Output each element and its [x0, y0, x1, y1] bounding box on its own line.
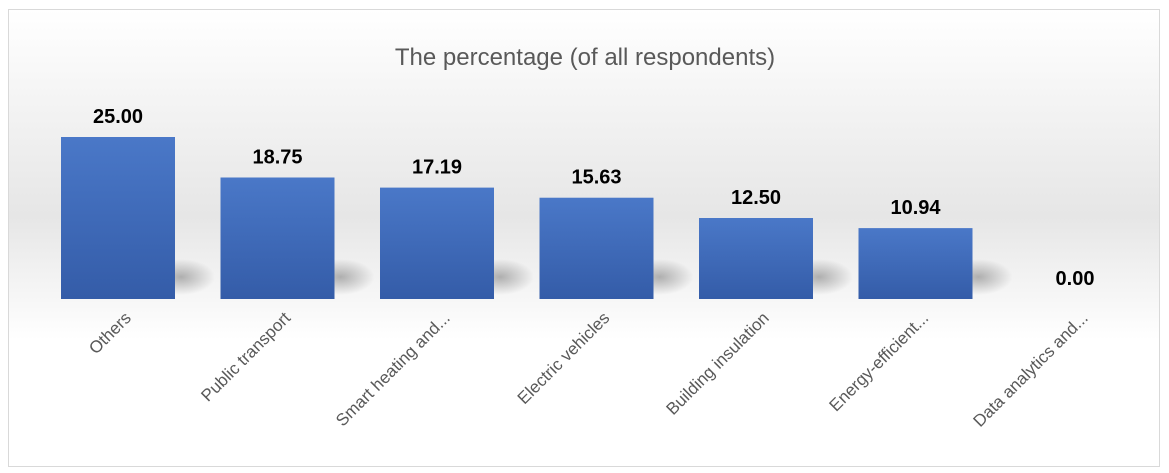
bar [220, 177, 335, 299]
bar [61, 137, 175, 299]
chart-title: The percentage (of all respondents) [395, 44, 775, 71]
data-label: 10.94 [890, 197, 941, 219]
data-labels: 25.00 18.75 17.19 15.63 12.50 10.94 0.00 [93, 106, 1095, 290]
bar [858, 228, 973, 299]
data-label: 12.50 [731, 187, 781, 209]
data-label: 25.00 [93, 106, 143, 128]
data-label: 15.63 [571, 167, 621, 189]
bar-chart: The percentage (of all respondents) 25.0… [9, 10, 1159, 466]
data-label: 18.75 [252, 147, 302, 169]
bars [61, 137, 973, 299]
bar [699, 218, 813, 299]
bar [380, 187, 494, 299]
bar [539, 197, 654, 299]
data-label: 0.00 [1056, 268, 1095, 290]
chart-frame: The percentage (of all respondents) 25.0… [8, 9, 1160, 467]
data-label: 17.19 [412, 157, 462, 179]
